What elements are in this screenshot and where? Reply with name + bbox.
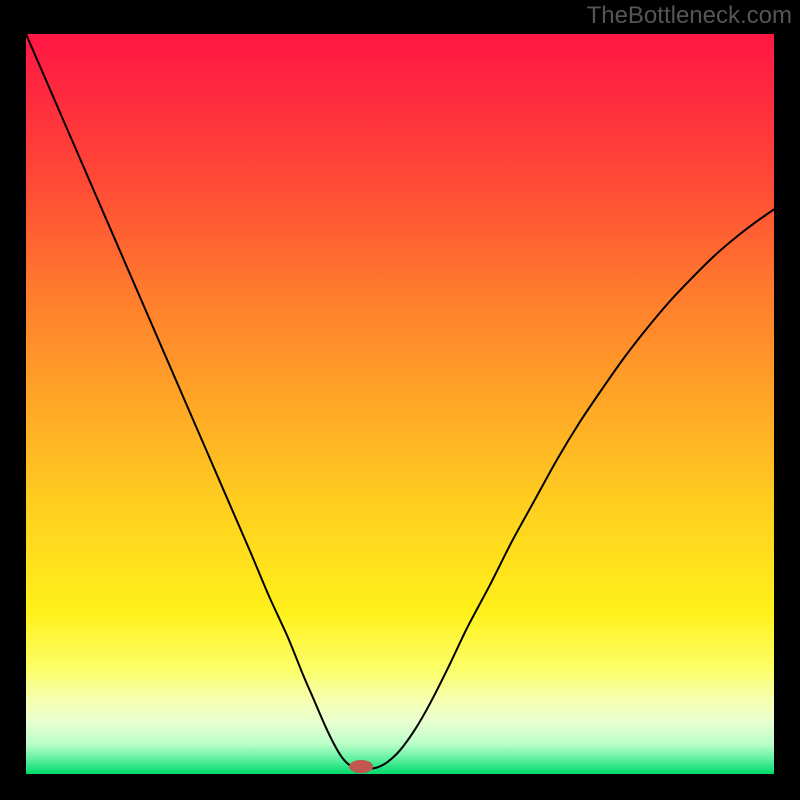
watermark-text: TheBottleneck.com [587,2,792,30]
plot-area [26,34,774,774]
optimal-marker [349,760,373,773]
figure-container: TheBottleneck.com [0,0,800,800]
chart-svg [26,34,774,774]
gradient-background [26,34,774,774]
